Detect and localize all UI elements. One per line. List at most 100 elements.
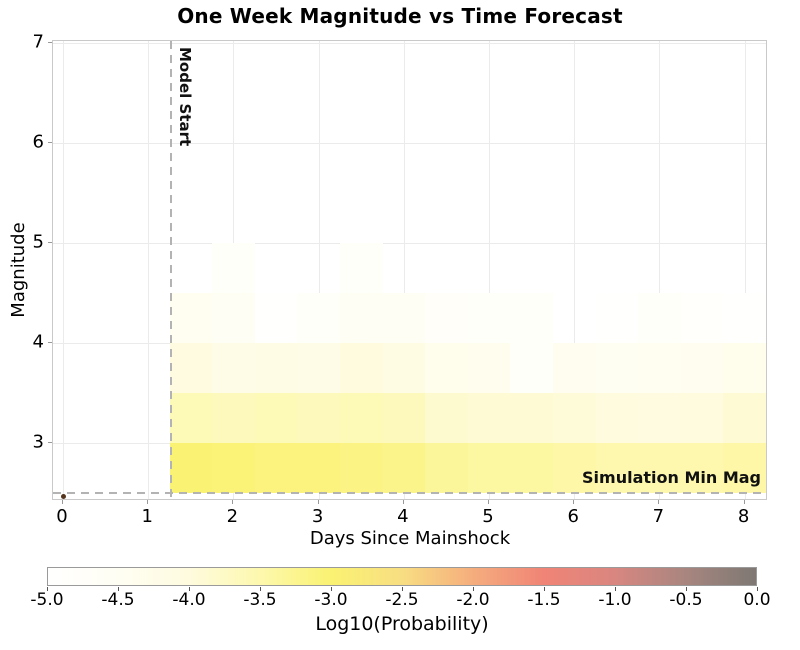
heatmap-cell [339,393,383,443]
heatmap-cell [425,443,469,493]
x-axis-tick-label: 4 [397,506,409,527]
x-axis-tick-label: 3 [311,506,324,527]
heatmap-cell [467,443,511,493]
y-axis-tick-label: 6 [32,131,44,153]
colorbar-tick-label: 0.0 [743,590,771,610]
y-axis-tick-label: 4 [32,331,44,353]
heatmap-cell [382,293,426,343]
heatmap-cell [680,293,724,343]
colorbar-tick [402,587,403,591]
heatmap-cell [212,343,256,393]
model-start-label: Model Start [176,47,195,147]
heatmap-cell [510,393,554,443]
heatmap-cell [467,393,511,443]
heatmap-cell [212,293,256,343]
colorbar-tick [118,587,119,591]
colorbar-tick [615,587,616,591]
heatmap-cell [169,343,213,393]
heatmap-cell [339,443,383,493]
heatmap-cell [680,343,724,393]
colorbar-tick [757,587,758,591]
x-axis-tick [232,500,234,504]
colorbar-tick-label: -2.0 [456,590,490,610]
y-axis-tick [48,42,52,43]
vertical-gridline [403,41,405,499]
colorbar-tick [331,587,332,591]
heatmap-cell [254,343,298,393]
colorbar-tick [473,587,474,591]
simulation-min-mag-label: Simulation Min Mag [582,468,761,487]
x-axis-tick-label: 6 [567,506,579,527]
mainshock-point [61,494,66,499]
x-axis-tick [743,500,745,504]
heatmap-cell [169,293,213,343]
vertical-gridline [489,41,490,499]
simulation-min-mag-dashed-line [53,492,766,494]
x-axis-tick-label: 1 [141,506,153,527]
vertical-gridline [574,41,576,499]
x-axis-tick-label: 5 [482,506,494,527]
horizontal-gridline [53,243,766,244]
y-axis-tick-label: 3 [32,431,44,453]
plot-area: Model Start Simulation Min Mag [52,40,767,500]
colorbar-tick-label: -5.0 [30,590,64,610]
heatmap-cell [595,393,639,443]
heatmap-cell [382,443,426,493]
heatmap-cell [169,393,213,443]
x-axis-tick-label: 0 [56,506,68,527]
heatmap-cell [723,343,767,393]
colorbar-tick [189,587,190,591]
heatmap-cell [425,343,469,393]
vertical-gridline [318,41,320,499]
heatmap-cell [680,393,724,443]
heatmap-cell [510,343,554,393]
heatmap-cell [212,443,256,493]
x-axis-tick-label: 2 [226,506,239,527]
heatmap-cell [339,293,383,343]
colorbar-tick-label: -1.5 [527,590,561,610]
heatmap-cell [680,443,724,493]
y-axis-tick [48,442,52,443]
y-axis-tick-label: 7 [32,31,44,53]
x-axis-tick [62,500,63,504]
heatmap-cell [382,343,426,393]
heatmap-cell [510,443,554,493]
heatmap-cell [425,393,469,443]
heatmap-cell [297,293,341,343]
colorbar-tick [47,587,48,591]
heatmap-cell [212,393,256,443]
heatmap-cell [212,243,256,293]
y-axis-tick [48,242,52,243]
colorbar-tick [544,587,545,591]
heatmap-cell [382,393,426,443]
colorbar-tick-label: -4.5 [101,590,135,610]
y-axis-tick-label: 5 [32,231,44,253]
heatmap-cell [723,393,767,443]
colorbar-axis-label: Log10(Probability) [315,613,489,635]
heatmap-cell [254,393,298,443]
heatmap-cell [638,343,682,393]
horizontal-gridline [53,143,766,144]
heatmap-cell [552,343,596,393]
colorbar-tick [260,587,261,591]
vertical-gridline [744,41,746,499]
heatmap-cell [425,293,469,343]
heatmap-cell [552,393,596,443]
heatmap-cell [638,293,682,343]
heatmap-cell [339,243,383,293]
heatmap-cell [467,293,511,343]
heatmap-cell [723,443,767,493]
heatmap-cell [339,343,383,393]
colorbar-tick-label: -2.5 [385,590,419,610]
heatmap-cell [552,443,596,493]
heatmap-cell [169,443,213,493]
heatmap-cell [723,293,767,343]
colorbar-tick-label: -3.0 [314,590,348,610]
heatmap-cell [595,343,639,393]
heatmap-cell [595,293,639,343]
heatmap-cell [467,343,511,393]
x-axis-tick-label: 7 [652,506,665,527]
x-axis-tick [658,500,660,504]
x-axis-tick [402,500,404,504]
x-axis-tick-label: 8 [737,506,750,527]
